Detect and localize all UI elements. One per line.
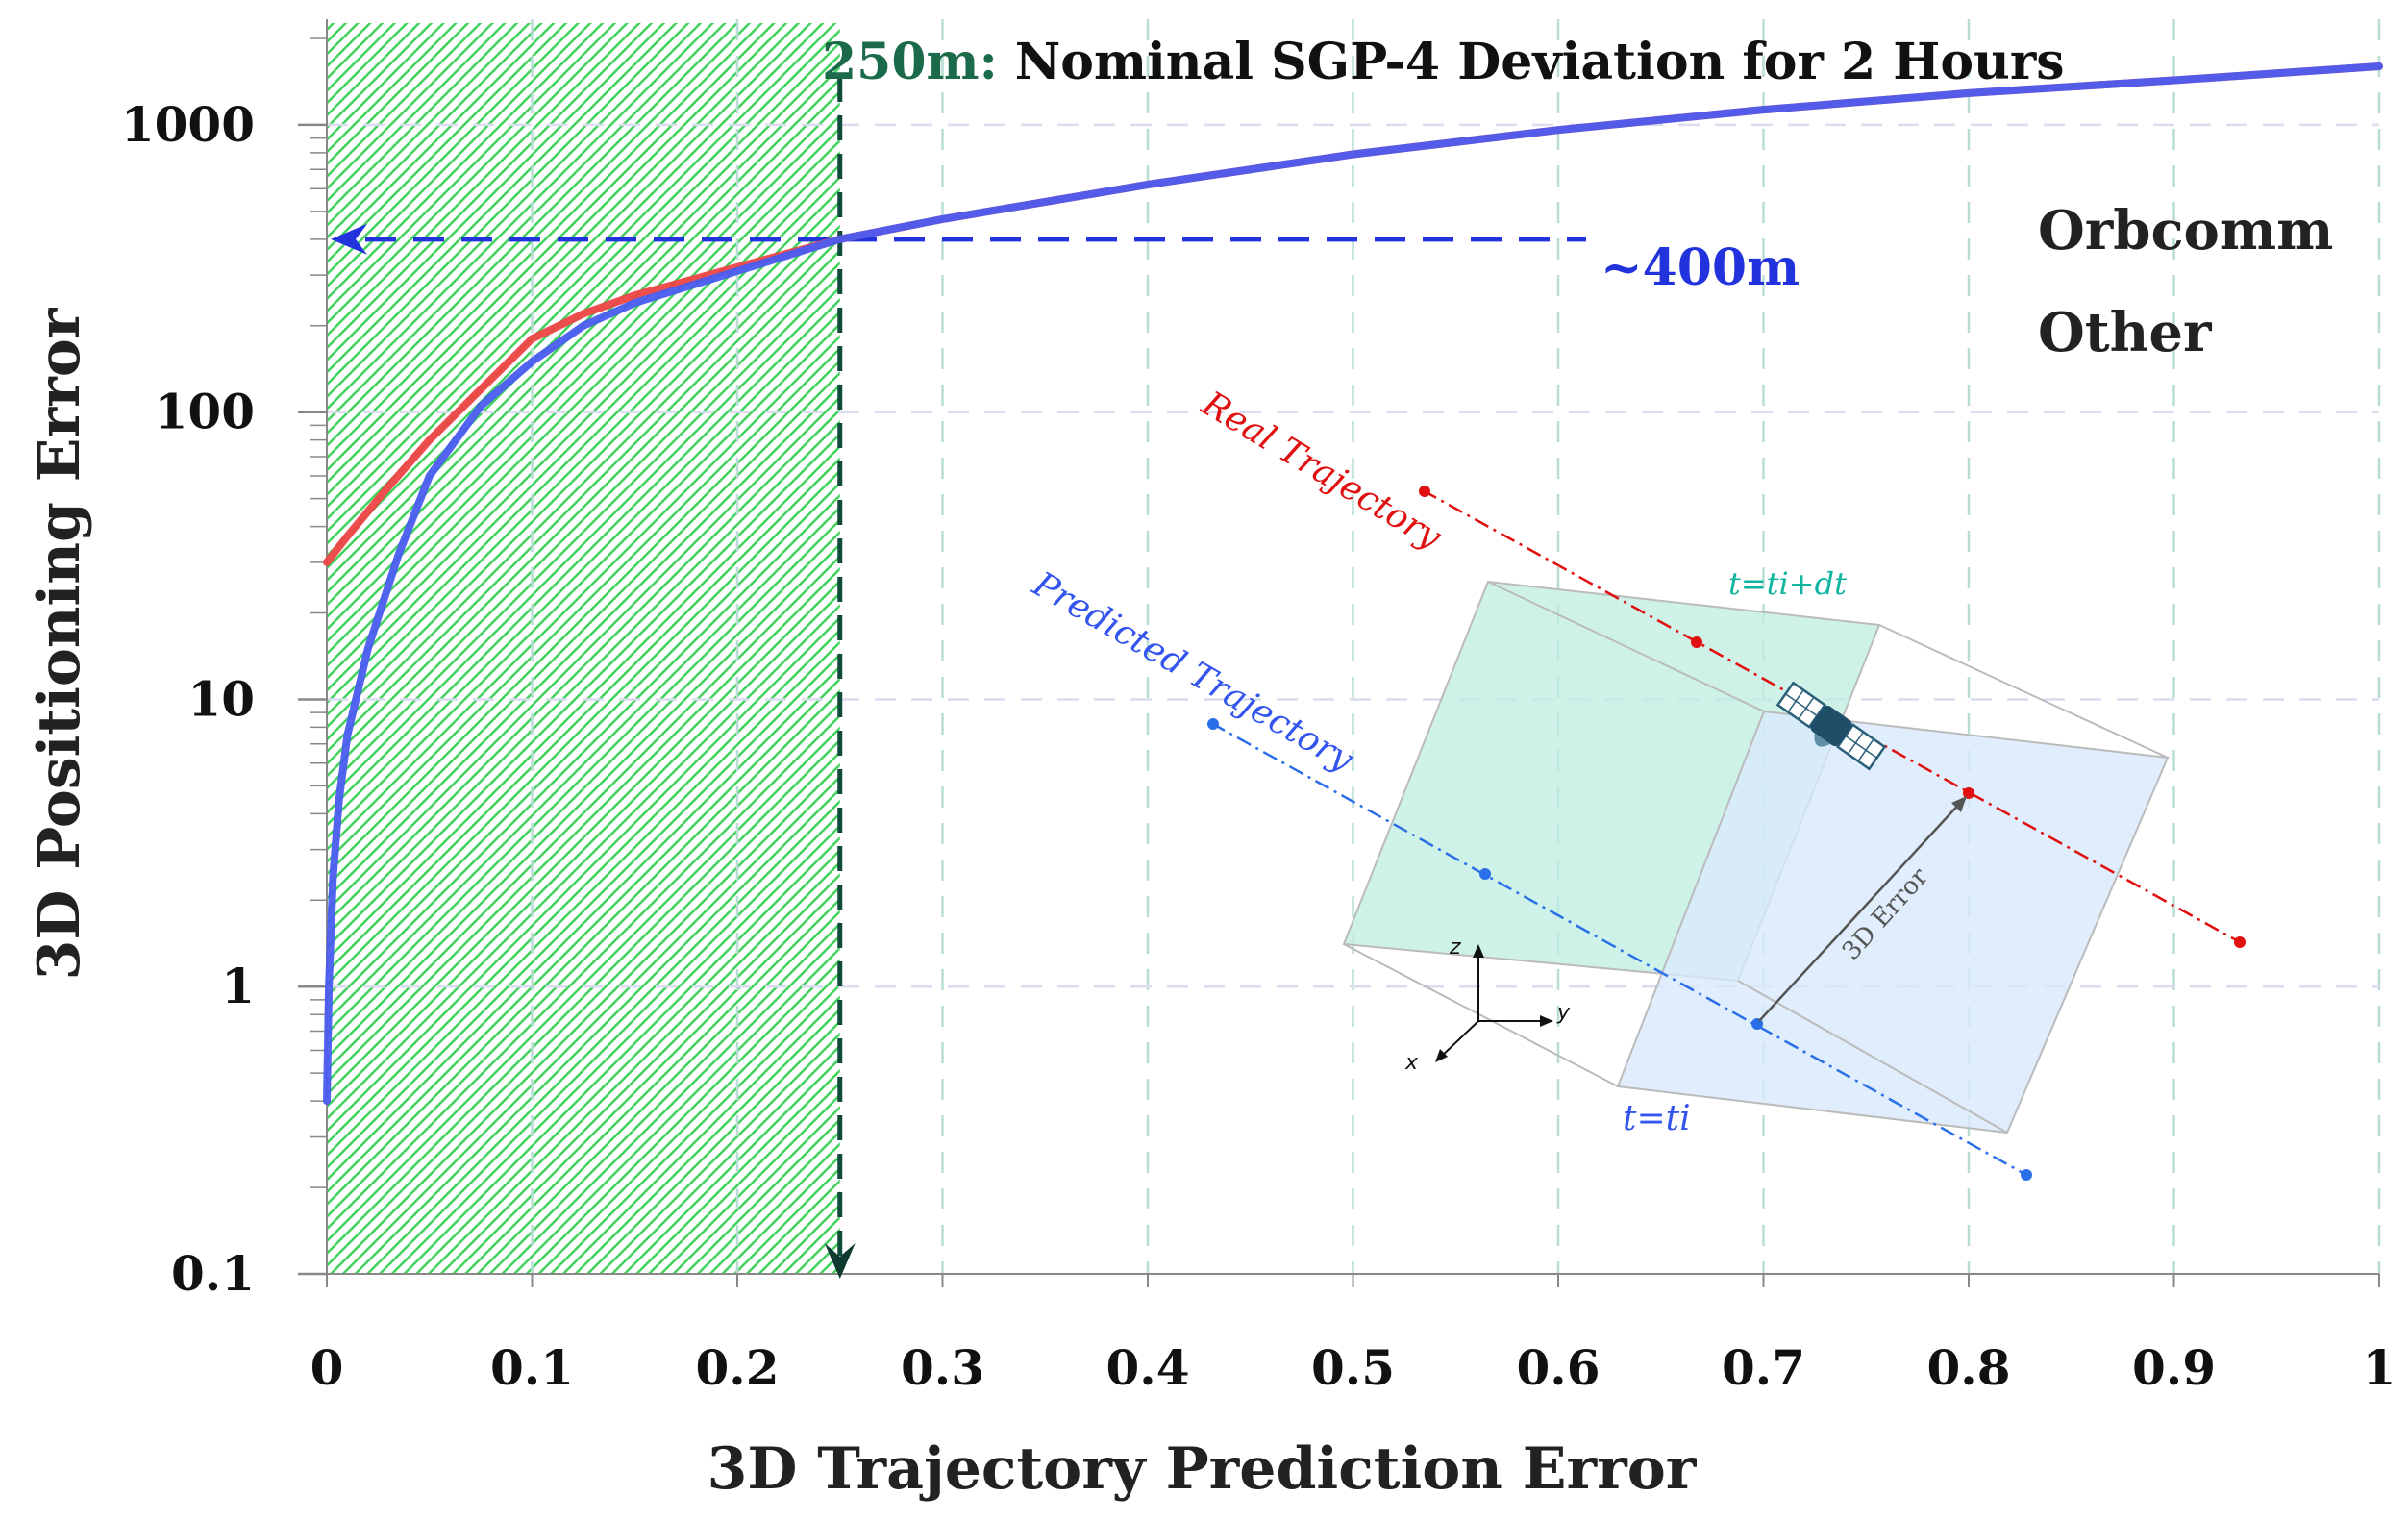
time-later-label: t=ti+dt (1728, 565, 1847, 602)
x-tick-label: 0.1 (490, 1339, 574, 1396)
x-tick-label: 0.8 (1927, 1339, 2011, 1396)
y-tick-label: 10 (187, 670, 255, 727)
x-tick-label: 0 (310, 1339, 344, 1396)
y-tick-label: 1000 (121, 96, 255, 153)
threshold-annotation: 250m: Nominal SGP-4 Deviation for 2 Hour… (822, 33, 2065, 91)
x-tick-label: 0.6 (1517, 1339, 1601, 1396)
predicted-trajectory-line (1210, 721, 2027, 1177)
axis-z-label: z (1449, 935, 1461, 960)
time-now-label: t=ti (1623, 1099, 1691, 1138)
real-trajectory-line (1422, 488, 2241, 944)
trajectory-inset-diagram: 3D Error z y x Real Trajecto (1026, 384, 2246, 1181)
threshold-description-label: Nominal SGP-4 Deviation for 2 Hours (1015, 33, 2065, 91)
y-tick-label: 0.1 (171, 1245, 255, 1302)
y-axis-ticks: 0.1 1 10 100 1000 (121, 37, 327, 1302)
x-tick-label: 0.7 (1722, 1339, 1805, 1396)
y-axis-title: 3D Positioning Error (26, 307, 93, 980)
error-arrow-head-icon (1951, 796, 1967, 812)
y-tick-label: 1 (221, 958, 255, 1014)
coordinate-axes-icon: z y x (1404, 935, 1571, 1075)
y-tick-label: 100 (155, 384, 255, 440)
predicted-trajectory-label: Predicted Trajectory (1026, 564, 1360, 781)
real-trajectory-point (1691, 636, 1702, 648)
predicted-trajectory-point (2021, 1169, 2032, 1181)
series-line-other (323, 62, 2383, 1106)
x-tick-label: 0.3 (901, 1339, 984, 1396)
marker-arrow-left-icon (331, 223, 367, 255)
legend: Orbcomm Other (1837, 199, 2333, 364)
legend-label-orbcomm: Orbcomm (2038, 199, 2333, 262)
legend-label-other: Other (2038, 301, 2213, 364)
x-tick-label: 1 (2363, 1339, 2396, 1396)
threshold-value-label: 250m: (822, 33, 998, 91)
real-trajectory-point (1963, 787, 1974, 799)
threshold-arrow-down-icon (824, 1243, 856, 1279)
x-tick-label: 0.2 (696, 1339, 780, 1396)
x-tick-label: 0.9 (2132, 1339, 2216, 1396)
series-layer (323, 62, 2383, 1106)
x-axis-ticks: 0 0.1 0.2 0.3 0.4 0.5 0.6 0.7 0.8 0.9 1 (310, 1274, 2396, 1396)
x-tick-label: 0.4 (1106, 1339, 1190, 1396)
satellite-icon (1775, 681, 1887, 771)
x-tick-label: 0.5 (1311, 1339, 1395, 1396)
axis-y-label: y (1556, 1001, 1571, 1025)
predicted-trajectory-point (1479, 868, 1491, 880)
axis-x-label: x (1404, 1051, 1419, 1075)
real-trajectory-point (1419, 486, 1430, 497)
marker-label: ~400m (1601, 238, 1800, 297)
error-arrow (1758, 799, 1964, 1022)
threshold-shaded-region (327, 23, 840, 1274)
predicted-trajectory-point (1207, 718, 1219, 730)
x-axis-title: 3D Trajectory Prediction Error (708, 1435, 1698, 1503)
real-trajectory-label: Real Trajectory (1195, 384, 1449, 558)
real-trajectory-point (2234, 936, 2246, 948)
